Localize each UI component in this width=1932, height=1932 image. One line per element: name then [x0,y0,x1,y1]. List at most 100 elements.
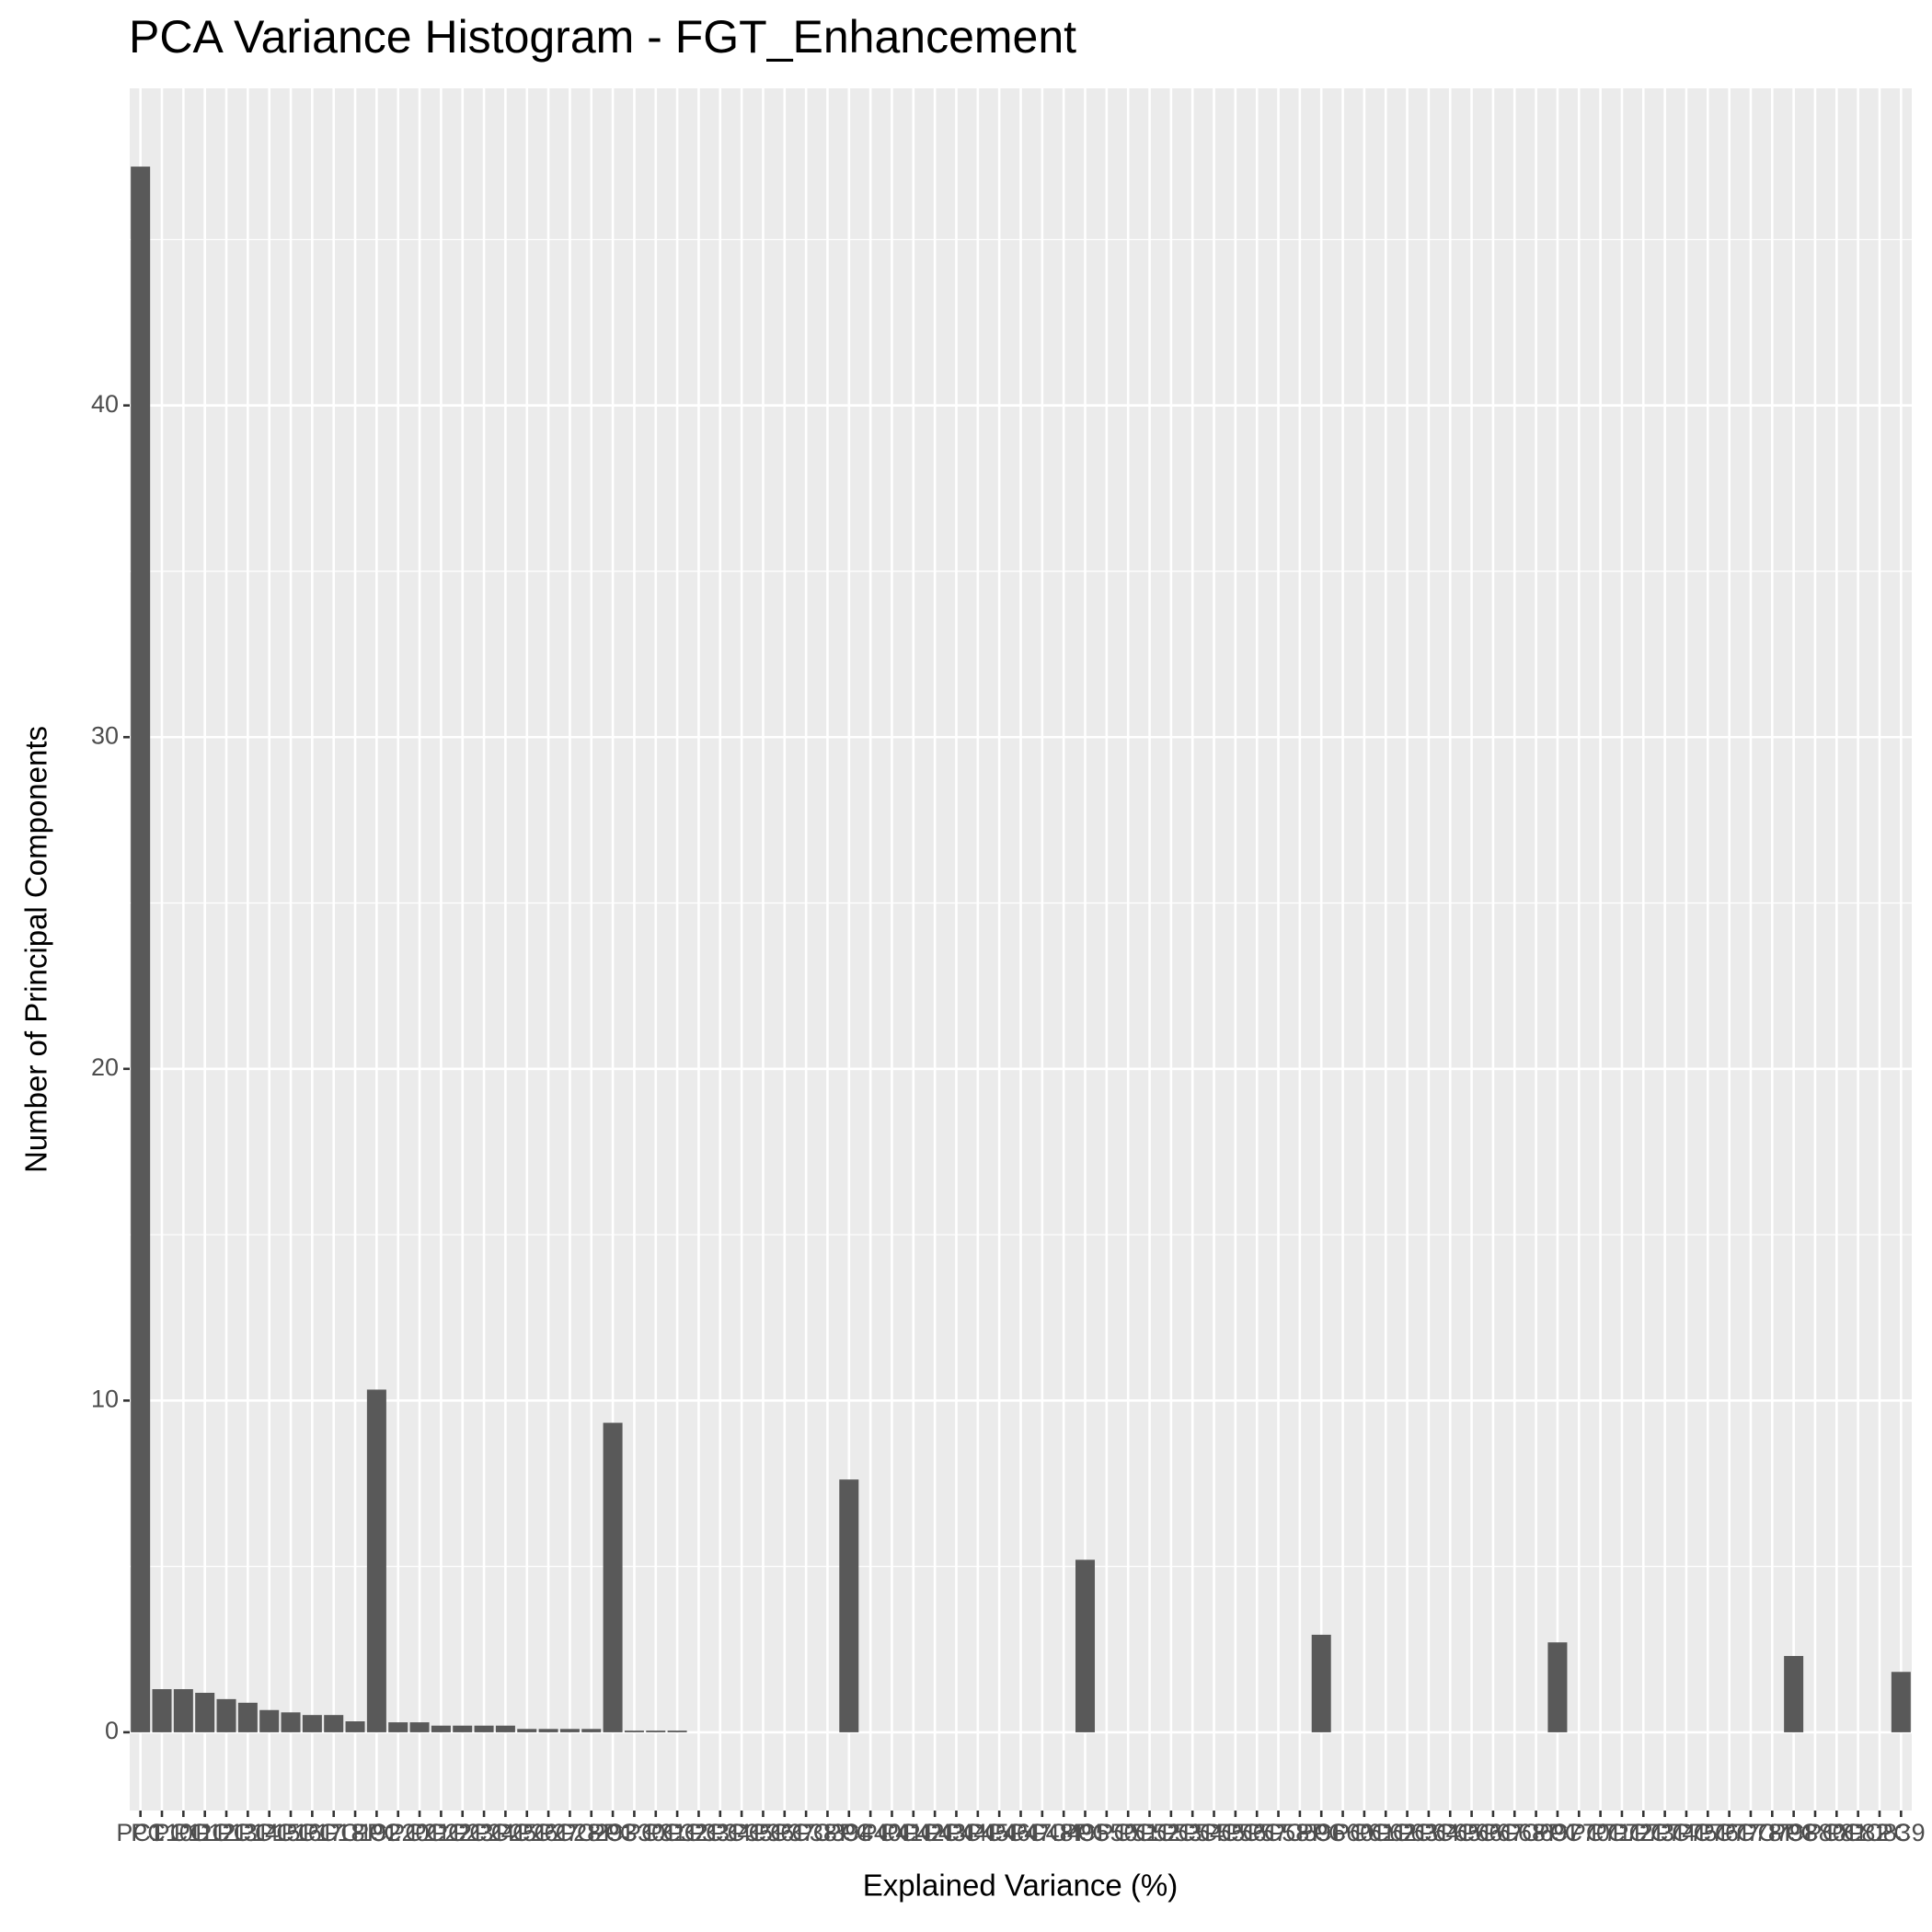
x-tick-label: PC8 [1769,1819,1818,1846]
x-tick-label: PC30 [604,1819,666,1846]
y-tick-label: 10 [91,1385,119,1412]
x-tick-label: PC81 [1806,1819,1869,1846]
x-tick-label: PC24 [453,1819,515,1846]
bar [259,1709,280,1732]
x-tick-label: PC26 [496,1819,558,1846]
x-tick-label: PC40 [839,1819,902,1846]
x-tick-label: PC72 [1591,1819,1653,1846]
bar [324,1715,344,1732]
bar [1891,1672,1911,1732]
x-tick-label: PC52 [1119,1819,1181,1846]
x-tick-label: PC15 [238,1819,301,1846]
bar [409,1722,430,1732]
x-tick-label: PC19 [324,1819,386,1846]
x-tick-label: PC18 [303,1819,365,1846]
x-tick-label: PC22 [410,1819,473,1846]
bar [1547,1642,1568,1732]
bar [667,1731,687,1732]
x-tick-label: PC7 [1534,1819,1582,1846]
bar [517,1729,537,1732]
x-tick-label: PC74 [1634,1819,1696,1846]
x-tick-label: PC80 [1784,1819,1846,1846]
x-tick-label: PC27 [517,1819,580,1846]
bar [152,1689,172,1732]
x-tick-label: PC49 [1032,1819,1095,1846]
bar [624,1731,644,1732]
bar [388,1722,408,1732]
x-tick-label: PC71 [1570,1819,1632,1846]
x-tick-label: PC69 [1505,1819,1568,1846]
x-tick-label: PC17 [282,1819,344,1846]
x-tick-label: PC68 [1483,1819,1546,1846]
x-tick-label: PC43 [903,1819,966,1846]
x-tick-label: PC6 [1297,1819,1346,1846]
x-tick-label: PC54 [1161,1819,1224,1846]
x-tick-label: PC57 [1225,1819,1288,1846]
bar [1075,1559,1096,1732]
x-tick-label: PC53 [1140,1819,1202,1846]
x-tick-label: PC63 [1376,1819,1439,1846]
bar [1784,1655,1804,1732]
bar [173,1689,193,1732]
x-tick-label: PC62 [1354,1819,1417,1846]
x-tick-label: PC75 [1655,1819,1718,1846]
y-tick-label: 20 [91,1053,119,1081]
x-tick-label: PC82 [1827,1819,1890,1846]
x-tick-label: PC39 [797,1819,859,1846]
y-tick-label: 0 [105,1717,119,1744]
x-tick-label: PC11 [154,1819,214,1846]
x-tick-label: PC73 [1613,1819,1675,1846]
bar [1311,1634,1331,1732]
x-tick-label: PC5 [1061,1819,1110,1846]
bar [366,1389,386,1732]
bar [839,1479,859,1732]
x-tick-label: PC10 [131,1819,193,1846]
bar [474,1725,494,1732]
x-tick-label: PC38 [775,1819,837,1846]
bar [237,1702,258,1732]
x-tick-label: PC31 [625,1819,687,1846]
bar [646,1731,666,1732]
x-tick-label: PC9 [1877,1819,1926,1846]
x-tick-label: PC23 [431,1819,494,1846]
x-tick-label: PC1 [116,1819,165,1846]
x-tick-label: PC3 [589,1819,638,1846]
bar [581,1729,602,1732]
x-tick-label: PC35 [710,1819,773,1846]
x-tick-label: PC25 [475,1819,537,1846]
x-tick-label: PC76 [1677,1819,1740,1846]
x-tick-label: PC83 [1848,1819,1911,1846]
x-tick-label: PC79 [1742,1819,1804,1846]
x-tick-label: PC33 [668,1819,730,1846]
x-tick-label: PC34 [689,1819,752,1846]
bar [453,1725,473,1732]
bar [495,1725,515,1732]
x-tick-label: PC20 [367,1819,430,1846]
x-tick-label: PC44 [926,1819,988,1846]
x-tick-label: PC60 [1312,1819,1374,1846]
x-tick-label: PC47 [990,1819,1052,1846]
bar [345,1721,365,1732]
bar [559,1729,580,1732]
x-tick-label: PC28 [539,1819,602,1846]
bar [538,1729,558,1732]
x-tick-label: PC58 [1248,1819,1310,1846]
x-tick-label: PC37 [753,1819,816,1846]
x-tick-label: PC12 [174,1819,236,1846]
bar [431,1725,451,1732]
y-tick-label: 40 [91,390,119,418]
x-tick-label: PC41 [861,1819,924,1846]
x-tick-label: PC77 [1698,1819,1761,1846]
bar [603,1422,623,1732]
x-tick-label: PC29 [560,1819,623,1846]
x-tick-label: PC48 [1011,1819,1074,1846]
bar [195,1693,215,1732]
x-tick-label: PC21 [388,1819,451,1846]
x-tick-label: PC14 [217,1819,280,1846]
x-tick-label: PC32 [646,1819,708,1846]
x-tick-label: PC46 [968,1819,1030,1846]
x-tick-label: PC78 [1719,1819,1782,1846]
x-tick-label: PC55 [1183,1819,1246,1846]
x-tick-label: PC59 [1269,1819,1331,1846]
